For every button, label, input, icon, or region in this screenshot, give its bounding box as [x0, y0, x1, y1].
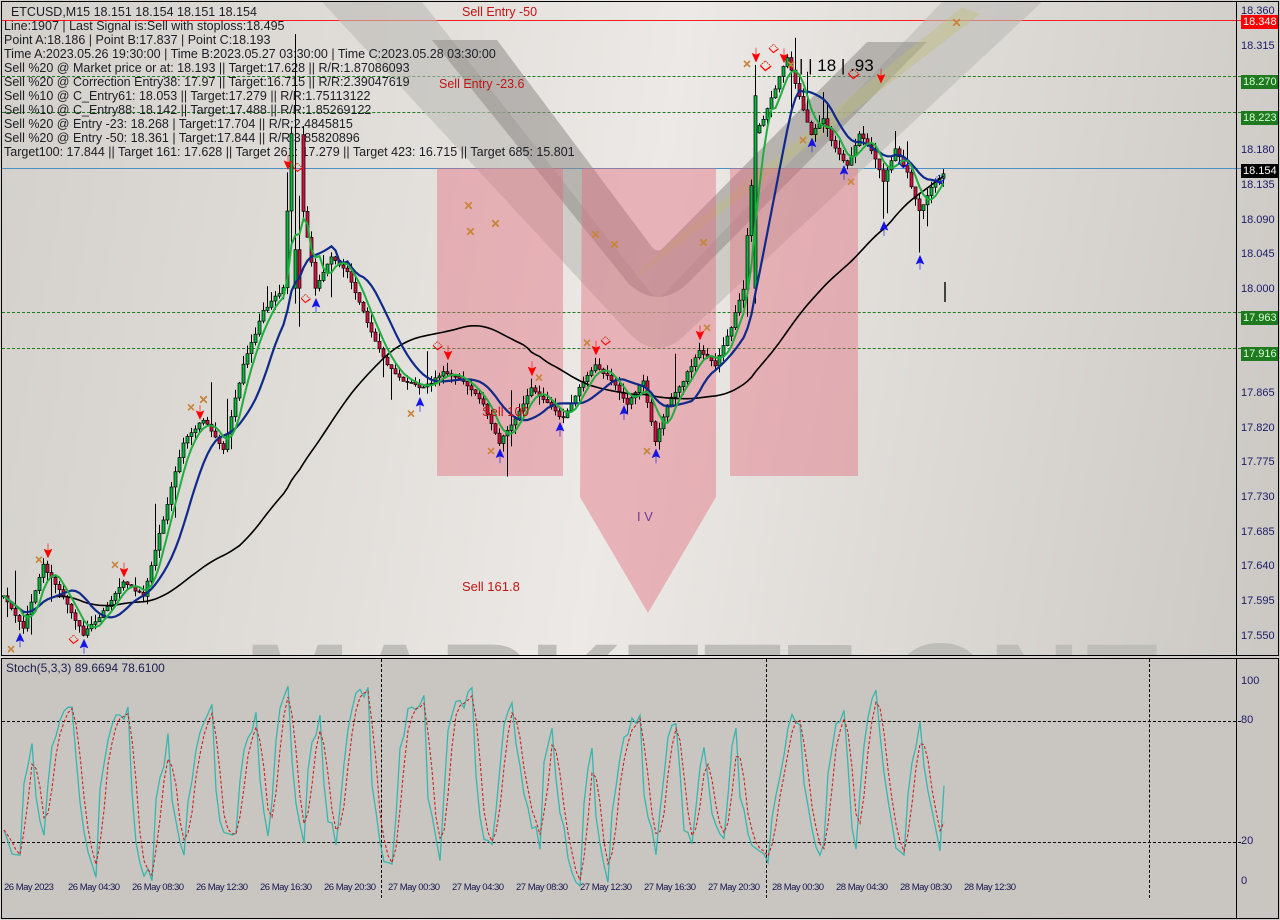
svg-text:| | 18 | .93: | | 18 | .93 — [799, 56, 874, 75]
